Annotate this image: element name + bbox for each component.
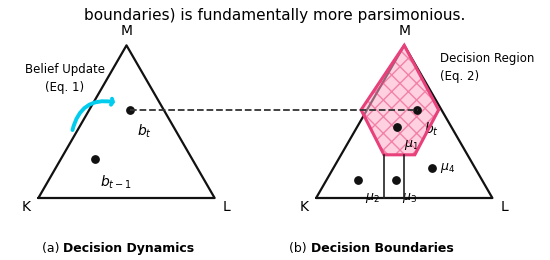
Text: L: L xyxy=(223,200,231,214)
Text: $b_{t-1}$: $b_{t-1}$ xyxy=(100,173,132,191)
Text: L: L xyxy=(501,200,509,214)
Text: (b): (b) xyxy=(289,242,311,255)
Text: Decision Boundaries: Decision Boundaries xyxy=(311,242,454,255)
Text: $\mu_3$: $\mu_3$ xyxy=(402,191,416,205)
Point xyxy=(428,166,437,170)
Text: K: K xyxy=(21,200,31,214)
Point xyxy=(90,157,99,161)
Text: Decision Region
(Eq. 2): Decision Region (Eq. 2) xyxy=(439,52,534,83)
Text: (a): (a) xyxy=(42,242,63,255)
Text: K: K xyxy=(299,200,309,214)
Text: $b_t$: $b_t$ xyxy=(424,120,438,138)
Text: Decision Dynamics: Decision Dynamics xyxy=(63,242,194,255)
Text: M: M xyxy=(398,24,410,38)
Text: $\mu_2$: $\mu_2$ xyxy=(365,191,380,205)
Point xyxy=(393,125,402,129)
Text: $\mu_4$: $\mu_4$ xyxy=(439,161,455,175)
Text: M: M xyxy=(120,24,133,38)
Text: $\mu_1$: $\mu_1$ xyxy=(404,138,419,152)
Point xyxy=(125,108,134,112)
Text: $b_t$: $b_t$ xyxy=(137,122,152,140)
Polygon shape xyxy=(361,45,438,155)
Text: Belief Update
(Eq. 1): Belief Update (Eq. 1) xyxy=(25,63,105,94)
Text: boundaries) is fundamentally more parsimonious.: boundaries) is fundamentally more parsim… xyxy=(84,8,466,23)
Point xyxy=(354,178,363,183)
Point xyxy=(392,178,401,183)
Point xyxy=(412,108,421,112)
